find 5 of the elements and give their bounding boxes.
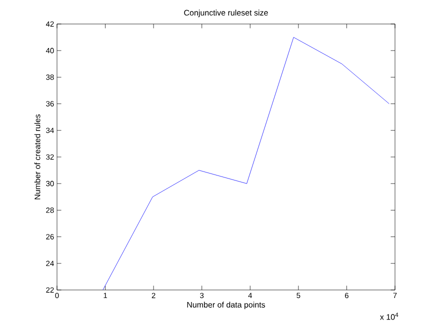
x-axis-title: Number of data points xyxy=(187,302,266,310)
text: x 10$^{4}$ xyxy=(380,312,398,320)
chart-title: Conjunctive ruleset size xyxy=(184,10,268,18)
line-series xyxy=(102,37,390,290)
y-axis-title: Number of created rules xyxy=(34,114,40,200)
